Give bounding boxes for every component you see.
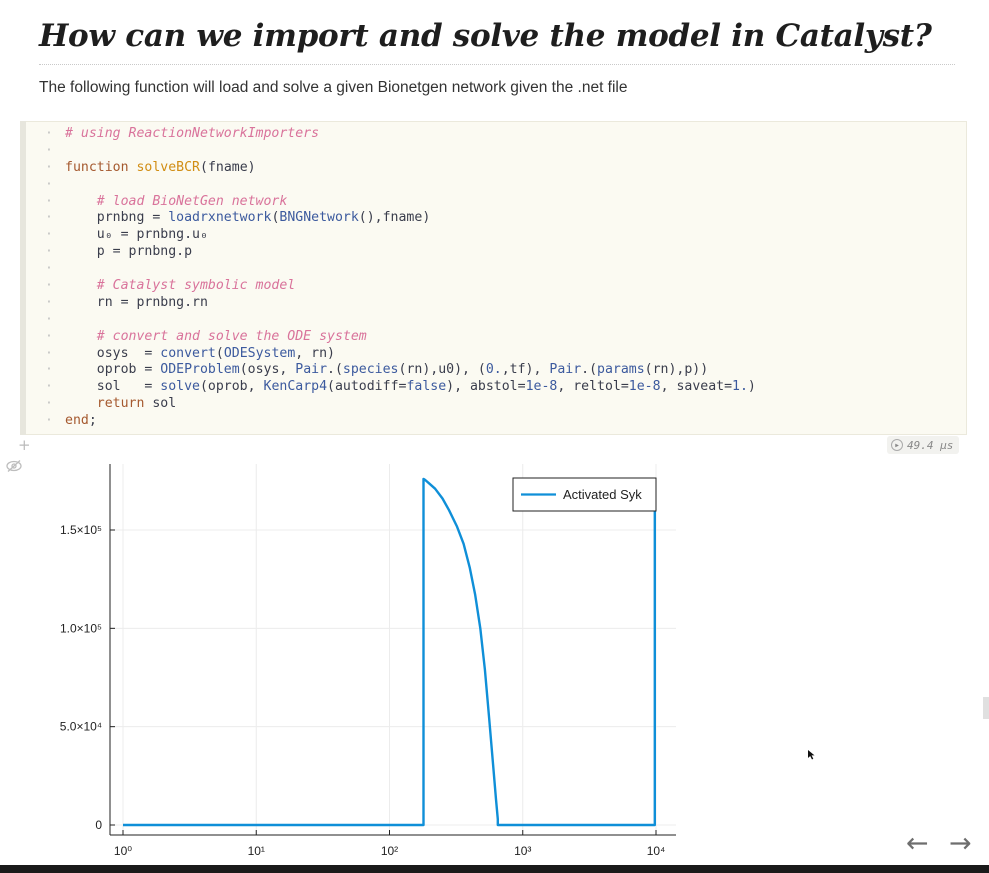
y-tick-label: 1.0×10⁵	[60, 621, 102, 635]
line-chart: 10⁰ 10¹ 10² 10³ 10⁴ 0 5.0×10⁴ 1.0×10⁵ 1.5×10⁵ Act…	[60, 464, 676, 858]
x-tick-label: 10⁴	[647, 844, 666, 858]
code-line: ·	[45, 311, 53, 327]
code-line: ·	[45, 176, 53, 192]
runtime-label: 49.4 μs	[907, 438, 954, 452]
code-line: · osys = convert(ODESystem, rn)	[45, 345, 335, 361]
y-tick-label: 5.0×10⁴	[60, 720, 102, 734]
legend-label: Activated Syk	[563, 487, 642, 502]
code-line: ·	[45, 142, 53, 158]
code-line: · # convert and solve the ODE system	[45, 328, 367, 344]
intro-text: The following function will load and sol…	[39, 79, 628, 96]
x-tick-label: 10⁰	[114, 844, 132, 858]
code-line: · # using ReactionNetworkImporters	[45, 126, 320, 141]
code-line: · rn = prnbng.rn	[45, 294, 208, 310]
eye-slash-icon[interactable]	[5, 459, 23, 473]
mouse-cursor-icon	[808, 750, 815, 760]
add-cell-plus-icon[interactable]: +	[18, 436, 31, 454]
cell-runtime-badge[interactable]: ▶ 49.4 μs	[887, 436, 960, 454]
code-editor[interactable]: · # using ReactionNetworkImporters · · funct…	[45, 126, 756, 430]
prev-slide-arrow-icon[interactable]: ←	[906, 828, 929, 859]
play-circle-icon[interactable]: ▶	[891, 439, 903, 451]
code-line: · prnbng = loadrxnetwork(BNGNetwork(),fn…	[45, 210, 431, 226]
code-cell[interactable]	[20, 121, 967, 435]
page-heading: How can we import and solve the model in…	[39, 18, 932, 54]
x-tick-label: 10³	[514, 844, 531, 858]
code-line: · return sol	[45, 396, 177, 412]
code-line: · sol = solve(oprob, KenCarp4(autodiff=f…	[45, 379, 756, 395]
code-line: ·	[45, 261, 53, 277]
x-tick-label: 10¹	[248, 844, 265, 858]
y-tick-label: 1.5×10⁵	[60, 523, 102, 537]
bottom-bar	[0, 865, 989, 873]
y-tick-label: 0	[95, 818, 102, 832]
next-slide-arrow-icon[interactable]: →	[949, 828, 972, 859]
code-line: · oprob = ODEProblem(osys, Pair.(species…	[45, 362, 709, 378]
code-line: · function solveBCR(fname)	[45, 159, 256, 175]
code-line: · p = prnbng.p	[45, 244, 193, 260]
code-line: · end;	[45, 413, 97, 429]
code-line: · # Catalyst symbolic model	[45, 278, 296, 294]
code-line: · # load BioNetGen network	[45, 193, 288, 209]
x-tick-label: 10²	[381, 844, 398, 858]
heading-divider	[39, 64, 955, 65]
cell-gutter	[20, 121, 26, 435]
code-line: · u₀ = prnbng.u₀	[45, 227, 208, 243]
series-line-activated-syk	[123, 477, 656, 827]
scrollbar-thumb[interactable]	[983, 697, 989, 719]
